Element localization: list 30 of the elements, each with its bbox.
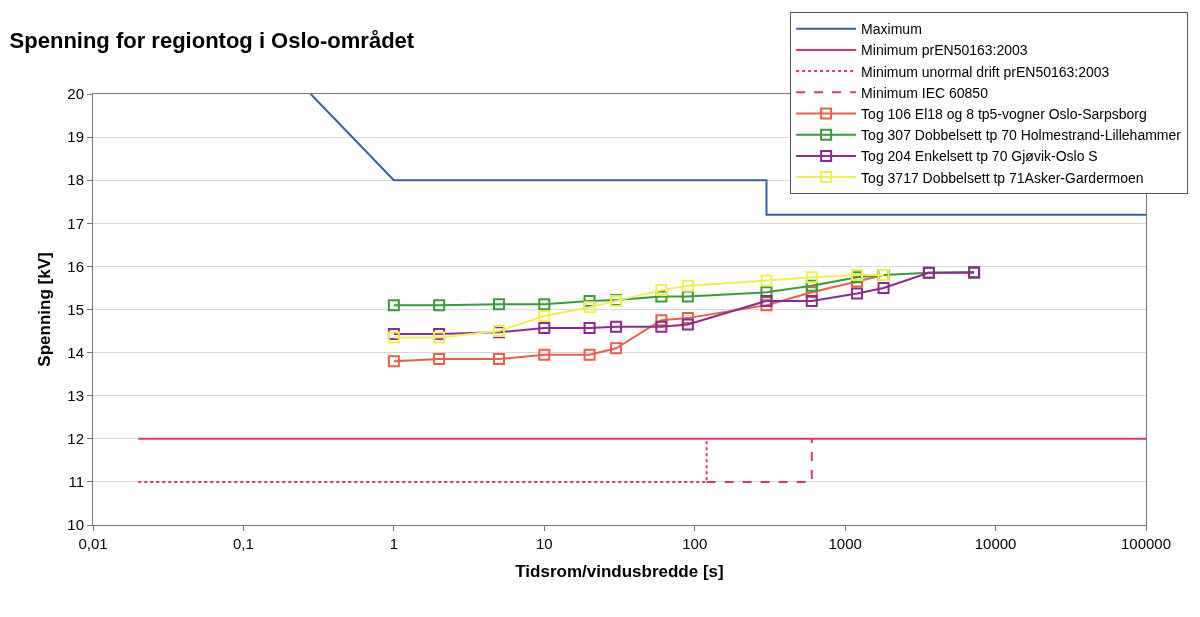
y-tick-label: 17 bbox=[67, 214, 84, 232]
y-tick-label: 15 bbox=[67, 300, 84, 318]
legend-label: Tog 106 El18 og 8 tp5-vogner Oslo-Sarpsborg bbox=[861, 105, 1147, 122]
x-tick-label: 10000 bbox=[974, 535, 1017, 552]
legend-label: Tog 307 Dobbelsett tp 70 Holmestrand-Lillehammer bbox=[861, 127, 1182, 144]
y-tick-label: 11 bbox=[68, 473, 84, 491]
y-tick-label: 12 bbox=[67, 430, 84, 448]
y-tick-label: 13 bbox=[67, 386, 84, 404]
y-tick-label: 19 bbox=[67, 128, 84, 146]
legend-label: Minimum IEC 60850 bbox=[861, 84, 989, 101]
chart-title: Spenning for regiontog i Oslo-området bbox=[9, 27, 415, 53]
legend-label: Minimum prEN50163:2003 bbox=[861, 42, 1028, 59]
y-axis-title: Spenning [kV] bbox=[34, 252, 54, 367]
y-tick-label: 14 bbox=[67, 343, 84, 361]
y-tick-label: 18 bbox=[67, 171, 84, 189]
x-tick-label: 10 bbox=[535, 535, 553, 552]
legend-label: Maximum bbox=[861, 21, 922, 38]
legend-label: Tog 204 Enkelsett tp 70 Gjøvik-Oslo S bbox=[861, 148, 1098, 165]
y-tick-label: 10 bbox=[67, 516, 84, 534]
x-tick-label: 100 bbox=[682, 535, 708, 552]
legend-label: Tog 3717 Dobbelsett tp 71Asker-Gardermoen bbox=[861, 169, 1144, 186]
y-tick-label: 16 bbox=[67, 257, 84, 275]
x-axis-title: Tidsrom/vindusbredde [s] bbox=[515, 562, 724, 582]
x-tick-label: 1 bbox=[389, 535, 399, 552]
x-tick-label: 0,01 bbox=[78, 535, 108, 552]
x-tick-label: 100000 bbox=[1120, 535, 1172, 552]
legend-label: Minimum unormal drift prEN50163:2003 bbox=[861, 63, 1110, 80]
x-tick-label: 1000 bbox=[828, 535, 862, 552]
x-tick-label: 0,1 bbox=[233, 535, 254, 552]
y-tick-label: 20 bbox=[67, 85, 84, 103]
